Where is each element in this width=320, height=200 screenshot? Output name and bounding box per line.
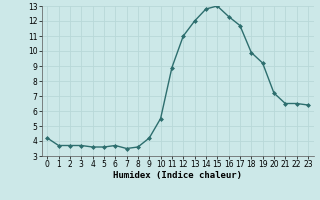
X-axis label: Humidex (Indice chaleur): Humidex (Indice chaleur) [113,171,242,180]
